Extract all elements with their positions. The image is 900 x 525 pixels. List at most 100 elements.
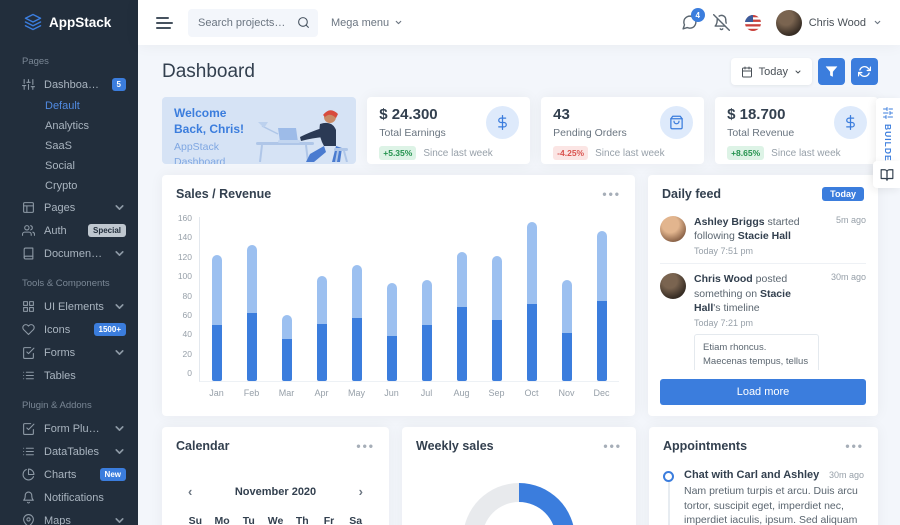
stats-row: Welcome Back, Chris! AppStack Dashboard (162, 97, 879, 164)
sidebar-item-notifications[interactable]: Notifications (0, 486, 138, 509)
sidebar-subitem-analytics[interactable]: Analytics (45, 120, 90, 132)
sidebar-subitem-saas[interactable]: SaaS (45, 140, 72, 152)
y-tick-label: 0 (187, 368, 192, 378)
feed-text: Chris Wood posted something on Stacie Ha… (694, 273, 791, 314)
check-square-icon (22, 422, 35, 435)
daily-feed-card: Daily feed Today Ashley Briggs started f… (648, 175, 878, 416)
book-icon (22, 247, 35, 260)
chevron-down-icon (394, 18, 403, 27)
bar-column[interactable] (340, 217, 375, 381)
load-more-button[interactable]: Load more (660, 379, 866, 405)
sidebar-item-label: Auth (44, 224, 67, 237)
bar-column[interactable] (305, 217, 340, 381)
sidebar-item-auth[interactable]: Auth Special (0, 219, 138, 242)
bar-column[interactable] (584, 217, 619, 381)
appointment-ago: 30m ago (828, 470, 864, 480)
weekday-label: Sa (349, 515, 363, 525)
sidebar-item-label: Documentation (44, 247, 104, 260)
bar-column[interactable] (375, 217, 410, 381)
stat-value: $ 24.300 (379, 106, 438, 123)
sidebar-item-ui-elements[interactable]: UI Elements (0, 295, 138, 318)
bar-column[interactable] (444, 217, 479, 381)
card-menu-dots[interactable]: ••• (603, 439, 622, 453)
weekday-label: Tu (242, 515, 255, 525)
card-menu-dots[interactable]: ••• (356, 439, 376, 453)
appointments-title: Appointments (663, 439, 748, 453)
bar-column[interactable] (514, 217, 549, 381)
sidebar-subitem-social[interactable]: Social (45, 160, 75, 172)
calendar-card: Calendar ••• ‹ November 2020 › Su Mo Tu We T… (162, 427, 390, 525)
sidebar-item-maps[interactable]: Maps (0, 509, 138, 525)
sidebar-badge: Special (87, 224, 126, 237)
header-actions: Today (730, 58, 878, 85)
stat-caption: Since last week (423, 147, 493, 159)
language-flag-icon[interactable] (744, 14, 761, 31)
notifications-button[interactable] (712, 14, 730, 31)
sidebar-section-label: Pages (22, 56, 49, 67)
stat-icon-circle (834, 106, 868, 139)
search-input[interactable] (198, 16, 297, 29)
bar-column[interactable] (270, 217, 305, 381)
chevron-down-icon (113, 514, 126, 525)
welcome-subtitle: AppStack Dashboard (174, 141, 226, 164)
x-tick-label: Jun (384, 388, 399, 398)
sidebar-section-label: Tools & Components (22, 278, 110, 289)
feed-time: Today 7:51 pm (694, 246, 754, 257)
avatar (660, 216, 686, 242)
refresh-button[interactable] (851, 58, 878, 85)
sidebar-item-pages[interactable]: Pages (0, 196, 138, 219)
stat-delta-badge: +8.65% (727, 146, 765, 160)
stat-card: $ 18.700 Total Revenue +8.65% Since last we… (715, 97, 879, 164)
refresh-icon (858, 65, 871, 78)
weekday-label: Fr (323, 515, 335, 525)
sidebar-item-form-plugins[interactable]: Form Plugins (0, 417, 138, 440)
chevron-down-icon (113, 445, 126, 458)
mega-menu-button[interactable]: Mega menu (331, 17, 403, 29)
bar-column[interactable] (200, 217, 235, 381)
hamburger-menu-icon[interactable] (154, 13, 175, 33)
sidebar-item-forms[interactable]: Forms (0, 341, 138, 364)
sidebar-item-tables[interactable]: Tables (0, 364, 138, 387)
sidebar-item-icons[interactable]: Icons 1500+ (0, 318, 138, 341)
calendar-next-button[interactable]: › (358, 484, 364, 499)
sidebar-subitem-crypto[interactable]: Crypto (45, 180, 78, 192)
sidebar-item-charts[interactable]: Charts New (0, 463, 138, 486)
sidebar-subitem-default[interactable]: Default (45, 100, 80, 112)
sidebar-item-datatables[interactable]: DataTables (0, 440, 138, 463)
y-tick-label: 60 (182, 309, 192, 320)
sidebar-item-documentation[interactable]: Documentation (0, 242, 138, 265)
sliders-icon (22, 78, 35, 91)
card-menu-dots[interactable]: ••• (845, 439, 864, 453)
documentation-tab[interactable] (873, 161, 900, 188)
x-tick-label: Nov (558, 388, 575, 398)
weekly-sales-card: Weekly sales ••• (402, 427, 636, 525)
timeline-line (667, 473, 670, 525)
brand-logo[interactable]: AppStack (0, 0, 138, 43)
appointments-list: Chat with Carl and Ashley 30m ago Nam pret… (649, 459, 878, 525)
sidebar-item-dashboards[interactable]: Dashboards 5 (0, 73, 138, 96)
user-menu[interactable]: Chris Wood (775, 9, 882, 36)
grid-icon (22, 300, 35, 313)
card-menu-dots[interactable]: ••• (602, 187, 621, 201)
charts-row: Sales / Revenue ••• 160 140 120 100 80 60 40 20… (162, 175, 878, 416)
filter-button[interactable] (818, 58, 845, 85)
calendar-month-label: November 2020 (234, 485, 317, 498)
weekday-label: We (267, 515, 284, 525)
stat-icon-circle (486, 106, 520, 139)
bar-column[interactable] (235, 217, 270, 381)
bar-column[interactable] (479, 217, 514, 381)
stat-card: $ 24.300 Total Earnings +5.35% Since last w… (367, 97, 531, 164)
bar-chart: 160 140 120 100 80 60 40 20 0 Jan Feb Mar Apr May Jun… (162, 207, 635, 398)
search-icon[interactable] (297, 16, 310, 29)
bar-column[interactable] (410, 217, 445, 381)
filter-icon (825, 65, 838, 78)
welcome-title: Welcome Back, Chris! (174, 106, 245, 136)
date-range-label: Today (758, 65, 788, 78)
bar-column[interactable] (549, 217, 584, 381)
messages-button[interactable]: 4 (681, 8, 705, 31)
chart-y-axis: 160 140 120 100 80 60 40 20 0 (174, 213, 199, 378)
date-range-button[interactable]: Today (730, 58, 812, 85)
messages-count-badge: 4 (690, 8, 705, 22)
calendar-prev-button[interactable]: ‹ (188, 484, 193, 499)
sales-revenue-card: Sales / Revenue ••• 160 140 120 100 80 60 40 20… (162, 175, 635, 416)
